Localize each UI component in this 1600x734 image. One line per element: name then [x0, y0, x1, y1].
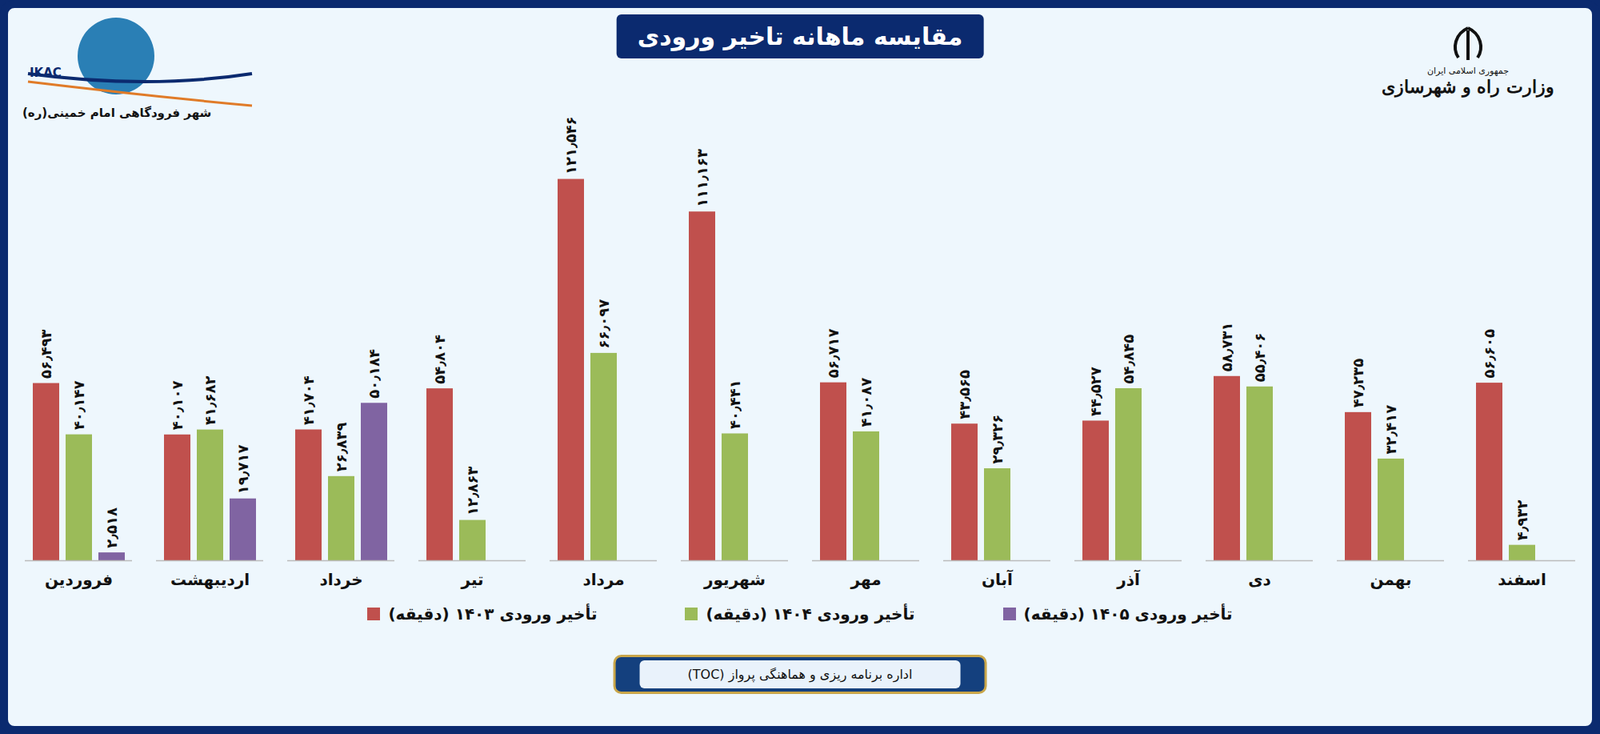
html-text:تأخیر ورودی ۱۴۰۵ (دقیقه): تأخیر ورودی ۱۴۰۵ (دقیقه): [1023, 604, 1233, 624]
svg-text:۵۶٫۷۱۷: ۵۶٫۷۱۷: [824, 328, 842, 379]
svg-text:۱۲۱٫۵۴۶: ۱۲۱٫۵۴۶: [562, 116, 580, 175]
html-text:تأخیر ورودی ۱۴۰۳ (دقیقه): تأخیر ورودی ۱۴۰۳ (دقیقه): [388, 604, 598, 624]
html-text:شهر فرودگاهی امام خمینی(ره): شهر فرودگاهی امام خمینی(ره): [22, 105, 212, 120]
html-text:اداره برنامه ریزی و هماهنگی پر: اداره برنامه ریزی و هماهنگی پرواز (TOC): [687, 666, 913, 682]
svg-text:مرداد: مرداد: [582, 569, 624, 589]
svg-text:۵۶٫۶۰۵: ۵۶٫۶۰۵: [1480, 328, 1498, 379]
svg-text:۵۸٫۷۳۱: ۵۸٫۷۳۱: [1218, 322, 1236, 372]
svg-text:۵۴٫۸۴۵: ۵۴٫۸۴۵: [1120, 334, 1137, 384]
svg-text:دی: دی: [1248, 569, 1272, 589]
html-text:وزارت راه و شهرسازی: وزارت راه و شهرسازی: [1381, 76, 1555, 97]
svg-text:آبان: آبان: [981, 568, 1014, 589]
svg-text:اردیبهشت: اردیبهشت: [170, 569, 250, 589]
svg-text:بهمن: بهمن: [1369, 569, 1412, 589]
svg-text:خرداد: خرداد: [319, 569, 363, 589]
svg-text:۴۱٫۷۰۴: ۴۱٫۷۰۴: [300, 375, 317, 425]
svg-text:۴۴٫۵۲۷: ۴۴٫۵۲۷: [1087, 366, 1104, 416]
svg-text:۴۰٫۴۴۱: ۴۰٫۴۴۱: [726, 379, 744, 429]
svg-text:اسفند: اسفند: [1497, 569, 1547, 589]
svg-text:فروردین: فروردین: [44, 569, 113, 589]
svg-text:۴٫۹۳۲: ۴٫۹۳۲: [1513, 499, 1531, 540]
svg-text:۴۷٫۲۳۵: ۴۷٫۲۳۵: [1349, 358, 1367, 408]
svg-text:۲۶٫۸۳۹: ۲۶٫۸۳۹: [332, 422, 350, 472]
svg-text:۱۹٫۷۱۷: ۱۹٫۷۱۷: [234, 444, 252, 495]
svg-text:۱۱۱٫۱۶۳: ۱۱۱٫۱۶۳: [693, 148, 711, 208]
svg-text:۱۲٫۸۶۳: ۱۲٫۸۶۳: [464, 465, 481, 516]
svg-text:۴۱٫۰۸۷: ۴۱٫۰۸۷: [857, 377, 875, 428]
svg-text:۵۴٫۸۰۴: ۵۴٫۸۰۴: [431, 334, 448, 384]
svg-text:۵۶٫۴۹۳: ۵۶٫۴۹۳: [37, 328, 55, 379]
svg-text:۵۵٫۴۰۶: ۵۵٫۴۰۶: [1251, 332, 1268, 383]
svg-text:شهریور: شهریور: [703, 569, 766, 589]
svg-text:۴۱٫۶۸۲: ۴۱٫۶۸۲: [201, 375, 219, 425]
svg-text:تیر: تیر: [460, 569, 484, 589]
svg-text:۲٫۵۱۸: ۲٫۵۱۸: [103, 507, 120, 548]
svg-text:۵۰٫۱۸۴: ۵۰٫۱۸۴: [365, 348, 383, 399]
svg-text:IKAC: IKAC: [29, 65, 62, 80]
html-text:مقایسه ماهانه تاخیر ورودی: مقایسه ماهانه تاخیر ورودی: [637, 22, 963, 51]
svg-text:۴۳٫۵۶۵: ۴۳٫۵۶۵: [956, 369, 973, 420]
svg-text:مهر: مهر: [849, 569, 881, 589]
html-text:تأخیر ورودی ۱۴۰۴ (دقیقه): تأخیر ورودی ۱۴۰۴ (دقیقه): [706, 604, 915, 624]
svg-text:۶۶٫۰۹۷: ۶۶٫۰۹۷: [595, 299, 612, 349]
svg-text:۳۲٫۴۱۷: ۳۲٫۴۱۷: [1382, 404, 1400, 455]
svg-text:۴۰٫۱۴۷: ۴۰٫۱۴۷: [70, 380, 88, 430]
svg-text:۲۹٫۳۲۶: ۲۹٫۳۲۶: [988, 414, 1006, 464]
svg-text:آذر: آذر: [1116, 568, 1141, 589]
html-text:جمهوری اسلامی ایران: جمهوری اسلامی ایران: [1427, 65, 1509, 76]
svg-text:۴۰٫۱۰۷: ۴۰٫۱۰۷: [168, 380, 186, 431]
